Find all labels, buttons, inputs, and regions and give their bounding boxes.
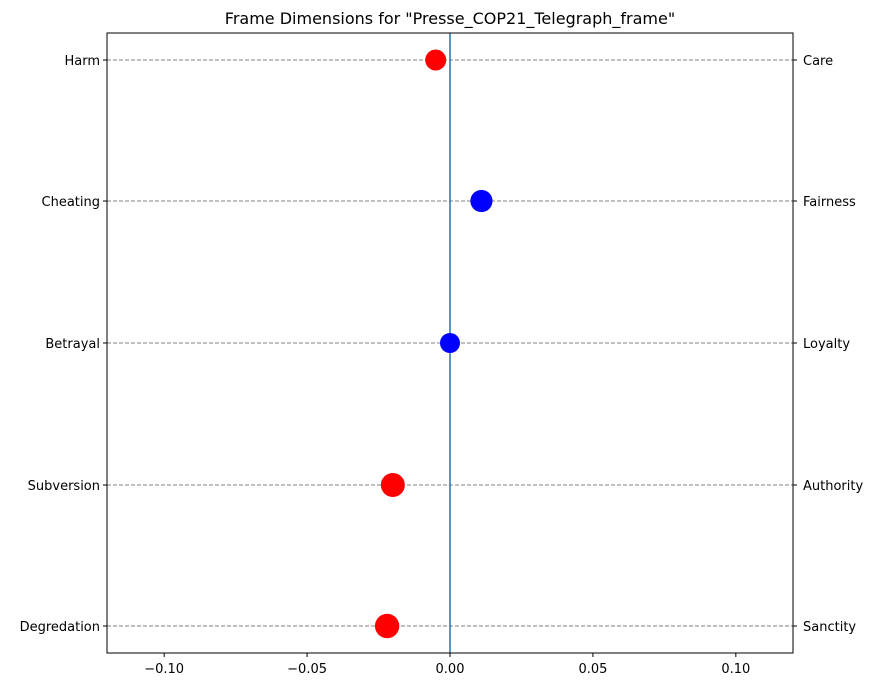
left-label-cheating: Cheating xyxy=(42,195,100,210)
right-label-care: Care xyxy=(803,54,833,69)
right-axis-labels: Care Fairness Loyalty Authority Sanctity xyxy=(793,54,863,635)
left-label-subversion: Subversion xyxy=(28,479,100,494)
right-label-sanctity: Sanctity xyxy=(803,620,856,635)
x-axis-ticks: −0.10 −0.05 0.00 0.05 0.10 xyxy=(144,653,750,677)
right-label-loyalty: Loyalty xyxy=(803,337,850,352)
x-tick-label: −0.05 xyxy=(287,662,327,677)
data-point-fairness xyxy=(470,189,493,213)
data-point-care xyxy=(425,49,447,71)
right-label-authority: Authority xyxy=(803,479,863,494)
data-point-sanctity xyxy=(374,613,400,639)
x-tick-label: 0.00 xyxy=(436,662,465,677)
x-tick-label: 0.10 xyxy=(721,662,750,677)
data-point-loyalty xyxy=(440,333,460,353)
x-tick-label: 0.05 xyxy=(578,662,607,677)
left-label-betrayal: Betrayal xyxy=(45,337,100,352)
x-tick-label: −0.10 xyxy=(144,662,184,677)
left-axis-labels: Harm Cheating Betrayal Subversion Degredatio… xyxy=(20,54,107,635)
left-label-degredation: Degredation xyxy=(20,620,100,635)
right-label-fairness: Fairness xyxy=(803,195,856,210)
left-label-harm: Harm xyxy=(64,54,100,69)
chart-title: Frame Dimensions for "Presse_COP21_Teleg… xyxy=(225,9,675,29)
data-point-authority xyxy=(380,473,405,497)
data-points xyxy=(374,49,493,639)
